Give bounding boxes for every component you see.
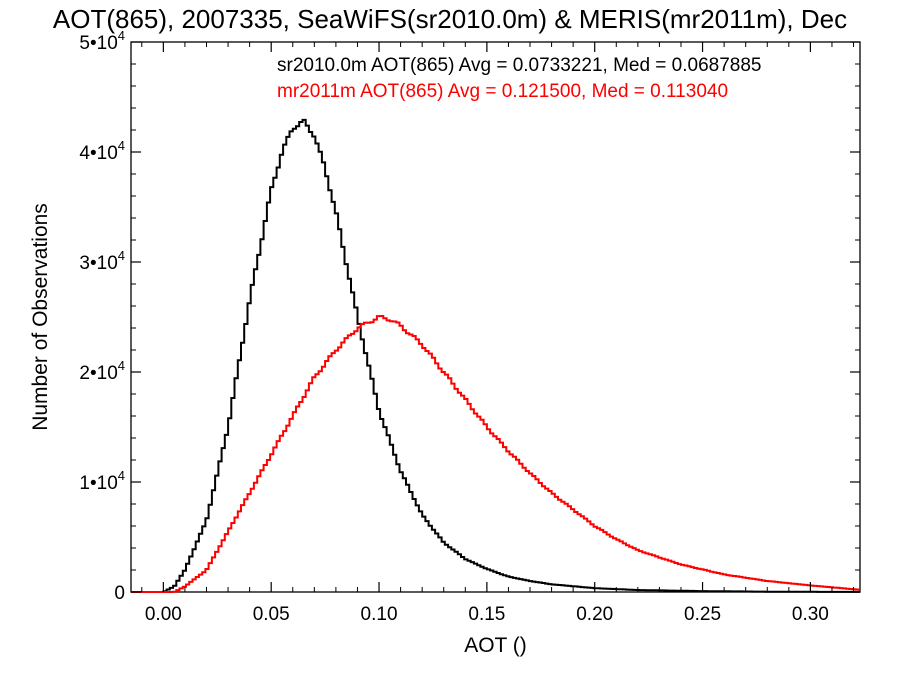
plot-frame <box>130 41 861 593</box>
y-tick-label: 4•104 <box>79 138 125 164</box>
series-mr2011-line <box>131 315 860 593</box>
x-axis: 0.00 0.05 0.10 0.15 0.20 0.25 0.30 <box>141 42 855 625</box>
x-tick-label: 0.25 <box>684 604 721 625</box>
x-tick-label: 0.10 <box>361 604 398 625</box>
x-tick-label: 0.00 <box>145 604 182 625</box>
series-sr2010-line <box>131 118 860 593</box>
y-tick-label: 2•104 <box>79 358 125 384</box>
y-axis: 0 1•104 2•104 3•104 4•104 5•104 <box>79 28 860 604</box>
legend-entry: sr2010.0m AOT(865) Avg = 0.0733221, Med … <box>277 55 762 76</box>
y-tick-label: 1•104 <box>79 468 125 494</box>
x-tick-label: 0.15 <box>468 604 505 625</box>
legend: sr2010.0m AOT(865) Avg = 0.0733221, Med … <box>277 55 762 102</box>
y-tick-label: 0 <box>114 583 125 604</box>
chart-title: AOT(865), 2007335, SeaWiFS(sr2010.0m) & … <box>53 4 847 34</box>
series-layer <box>131 118 860 593</box>
x-axis-label: AOT () <box>464 634 527 657</box>
x-tick-label: 0.30 <box>792 604 829 625</box>
legend-entry: mr2011m AOT(865) Avg = 0.121500, Med = 0… <box>277 81 728 102</box>
y-axis-label: Number of Observations <box>29 203 52 431</box>
x-tick-label: 0.05 <box>253 604 290 625</box>
y-tick-label: 5•104 <box>79 28 125 54</box>
y-tick-label: 3•104 <box>79 248 125 274</box>
x-tick-label: 0.20 <box>576 604 613 625</box>
